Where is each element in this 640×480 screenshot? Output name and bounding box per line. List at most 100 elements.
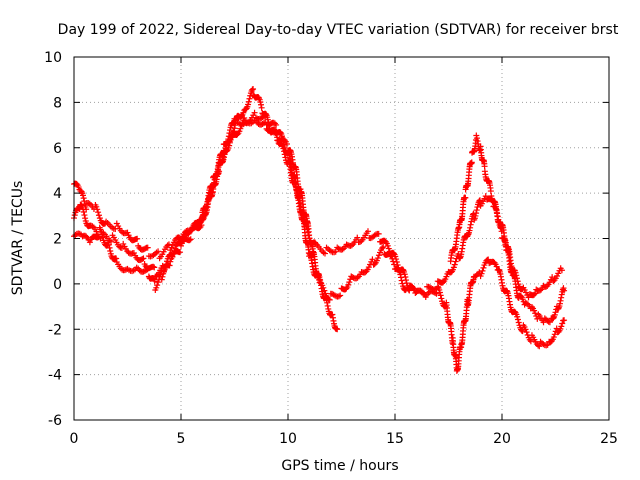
data-point <box>80 208 87 215</box>
data-point <box>493 263 500 270</box>
data-point <box>95 212 102 219</box>
data-point <box>479 267 486 274</box>
data-point <box>168 255 175 262</box>
data-point <box>245 101 252 108</box>
data-point <box>517 293 524 300</box>
data-point <box>106 244 113 251</box>
data-point <box>554 272 561 279</box>
data-point <box>151 264 158 271</box>
chart-title: Day 199 of 2022, Sidereal Day-to-day VTE… <box>58 22 619 38</box>
data-point <box>349 273 356 280</box>
data-point <box>397 271 404 278</box>
data-point <box>409 284 416 291</box>
data-point <box>99 231 106 238</box>
data-point <box>321 250 328 257</box>
data-point <box>154 282 161 289</box>
x-axis-label: GPS time / hours <box>281 458 398 474</box>
data-point <box>451 261 458 268</box>
data-point <box>443 273 450 280</box>
data-point <box>264 116 271 123</box>
data-point <box>343 241 350 248</box>
data-point <box>472 212 479 219</box>
data-point <box>485 256 492 263</box>
data-point <box>113 255 120 262</box>
data-point <box>99 234 106 241</box>
data-point <box>354 234 361 241</box>
data-point <box>399 280 406 287</box>
x-tick-label: 20 <box>493 431 511 447</box>
data-point <box>321 287 328 294</box>
data-point <box>502 239 509 246</box>
data-point <box>391 261 398 268</box>
data-point <box>523 329 530 336</box>
data-point <box>535 342 542 349</box>
data-point <box>144 266 151 273</box>
data-point <box>155 248 162 255</box>
data-point <box>473 207 480 214</box>
data-point <box>278 133 285 140</box>
data-point <box>71 212 78 219</box>
data-point <box>226 139 233 146</box>
data-point <box>331 292 338 299</box>
data-point <box>159 273 166 280</box>
y-tick-label: -4 <box>48 368 62 384</box>
data-point <box>178 242 184 249</box>
data-point <box>317 279 324 286</box>
data-point <box>440 279 447 286</box>
data-point <box>86 239 93 246</box>
data-point <box>532 290 539 297</box>
data-point <box>390 258 397 265</box>
data-point <box>354 274 361 281</box>
y-tick-label: 4 <box>53 186 62 202</box>
data-point <box>167 258 174 265</box>
data-point <box>238 122 245 129</box>
data-point <box>474 138 481 145</box>
data-point <box>73 181 80 188</box>
data-point <box>462 194 469 201</box>
data-point <box>95 233 102 240</box>
data-point <box>237 125 244 132</box>
data-point <box>480 264 487 271</box>
axes: 0 5 10 15 20 25 -6 -4 -2 0 2 4 6 8 10 <box>44 50 618 447</box>
data-point <box>244 119 251 126</box>
data-point <box>258 104 265 111</box>
x-tick-label: 25 <box>600 431 618 447</box>
data-point <box>480 198 487 205</box>
data-point <box>437 292 444 299</box>
data-point <box>155 279 162 286</box>
data-point <box>398 274 405 281</box>
data-point <box>257 98 264 105</box>
data-point <box>380 243 387 250</box>
y-tick-label: 0 <box>53 277 62 293</box>
data-point <box>348 242 355 249</box>
data-point <box>433 290 440 297</box>
data-point <box>82 215 89 222</box>
data-point <box>164 242 171 249</box>
data-point <box>227 136 234 143</box>
data-point <box>280 141 287 148</box>
series-trace-d <box>447 132 568 326</box>
data-point <box>379 245 386 252</box>
data-point <box>527 338 534 345</box>
data-point <box>134 235 141 242</box>
data-point <box>320 284 327 291</box>
data-point <box>476 197 483 204</box>
data-point <box>280 138 287 145</box>
data-point <box>384 242 391 249</box>
data-point <box>166 262 173 269</box>
data-point <box>169 241 176 248</box>
data-point <box>390 250 397 257</box>
data-point <box>139 256 146 263</box>
data-point <box>561 317 568 324</box>
data-point <box>473 135 480 142</box>
data-point <box>434 283 441 290</box>
data-point <box>245 98 252 105</box>
y-tick-label: 2 <box>53 232 62 248</box>
y-tick-label: 6 <box>53 141 62 157</box>
y-tick-label: 8 <box>53 95 62 111</box>
data-point <box>241 114 248 121</box>
data-point <box>274 137 281 144</box>
series-trace-a <box>71 115 341 333</box>
series-trace-c <box>71 109 568 374</box>
y-tick-label: -6 <box>48 413 62 429</box>
